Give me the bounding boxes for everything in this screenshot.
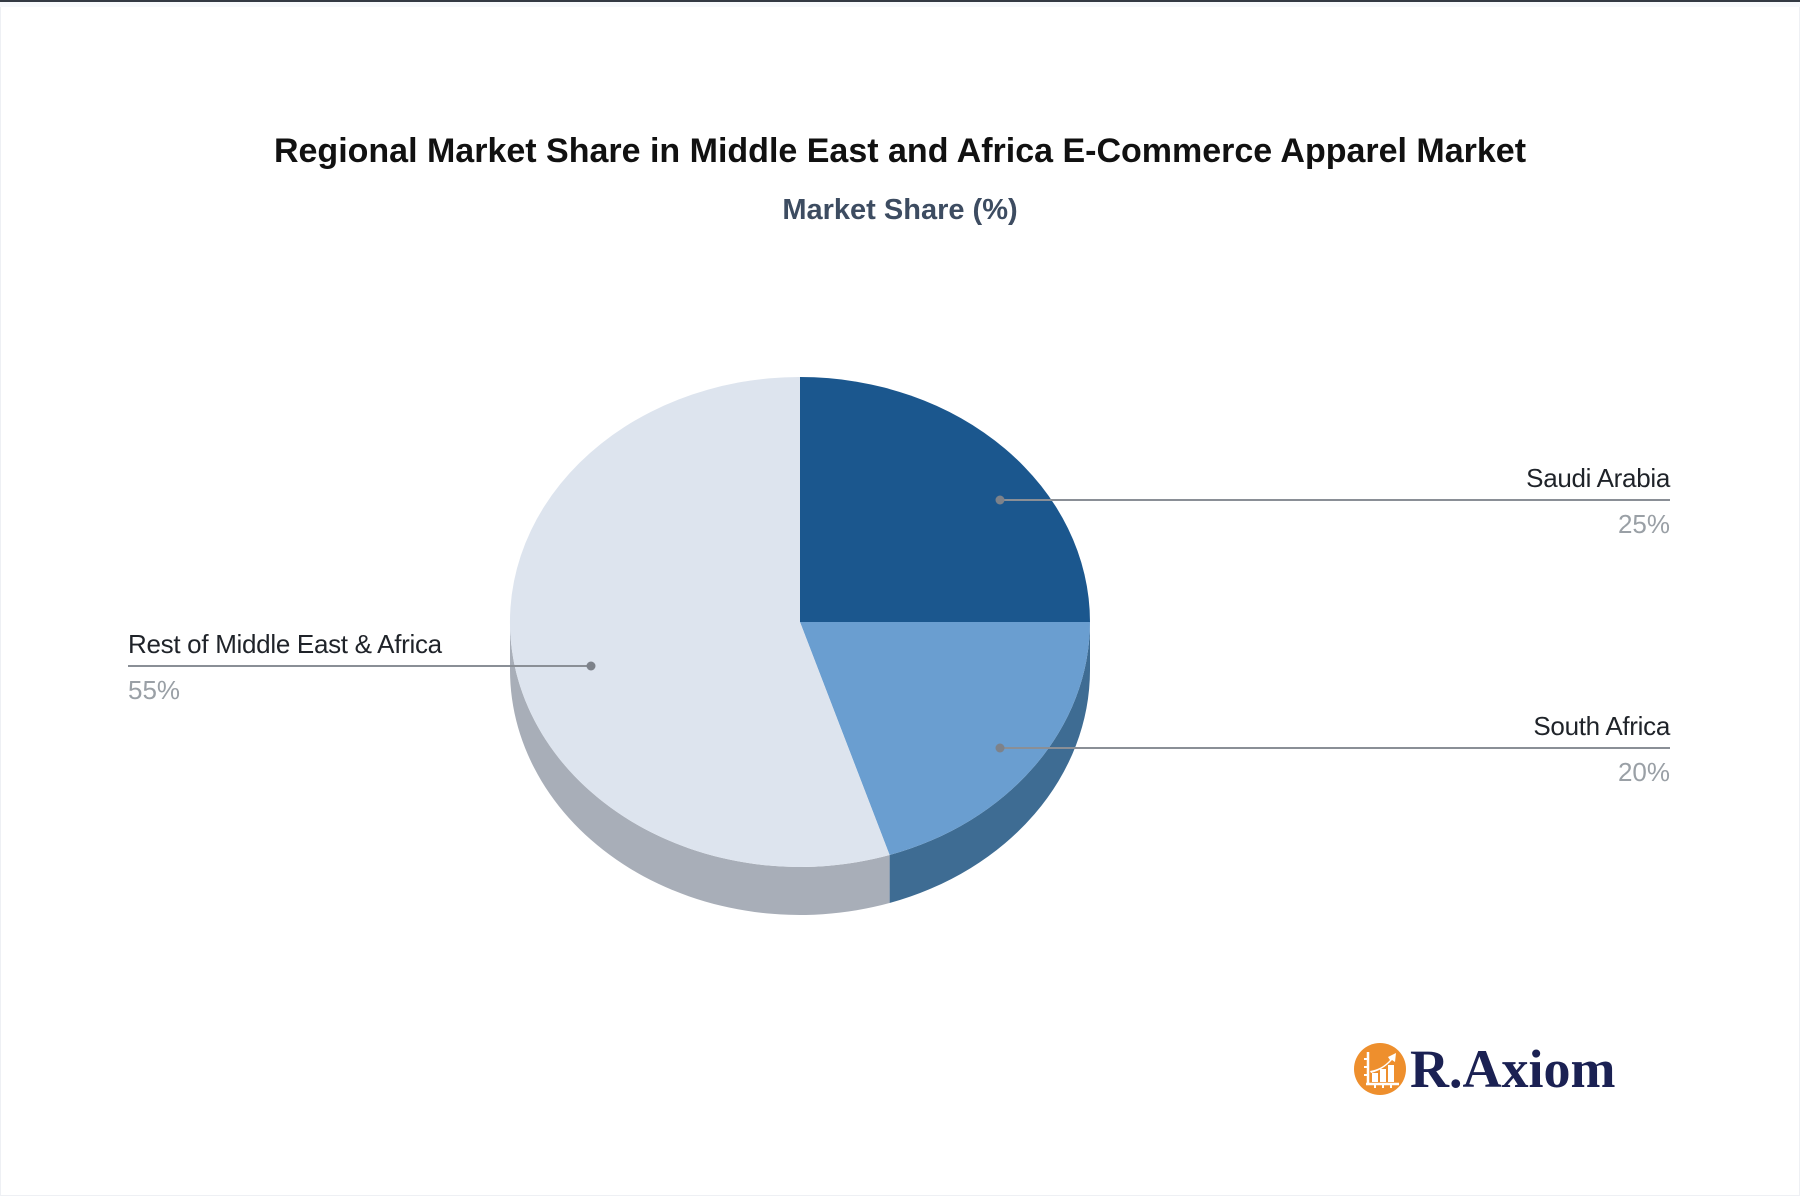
pie-slice-rest-of-middle-east-africa[interactable] — [509, 377, 890, 867]
slice-value-saudi-arabia: 25% — [1617, 509, 1670, 539]
pie-slice-south-africa[interactable] — [800, 622, 1090, 855]
bar-chart-growth-icon — [1354, 1043, 1406, 1095]
pie-side-south-africa — [889, 622, 1090, 903]
slice-label-south-africa: South Africa — [1533, 711, 1670, 741]
chart-title: Regional Market Share in Middle East and… — [273, 132, 1527, 170]
logo-text: R.Axiom — [1410, 1039, 1616, 1099]
top-strip — [0, 2, 1800, 7]
slice-value-south-africa: 20% — [1617, 757, 1670, 787]
slice-label-rest-of-middle-east-africa: Rest of Middle East & Africa — [128, 629, 442, 659]
label-dot-saudi-arabia — [995, 495, 1005, 505]
pie-slice-saudi-arabia[interactable] — [800, 377, 1090, 622]
label-dot-rest-of-middle-east-africa — [586, 661, 596, 671]
logo-badge — [1354, 1043, 1406, 1095]
slice-label-saudi-arabia: Saudi Arabia — [1526, 463, 1670, 493]
chart-subtitle: Market Share (%) — [782, 194, 1018, 226]
label-dot-south-africa — [995, 743, 1005, 753]
brand-logo: R.Axiom — [1354, 1042, 1615, 1096]
slice-value-rest-of-middle-east-africa: 55% — [128, 675, 181, 705]
pie-side-rest-of-middle-east-africa — [510, 622, 890, 915]
